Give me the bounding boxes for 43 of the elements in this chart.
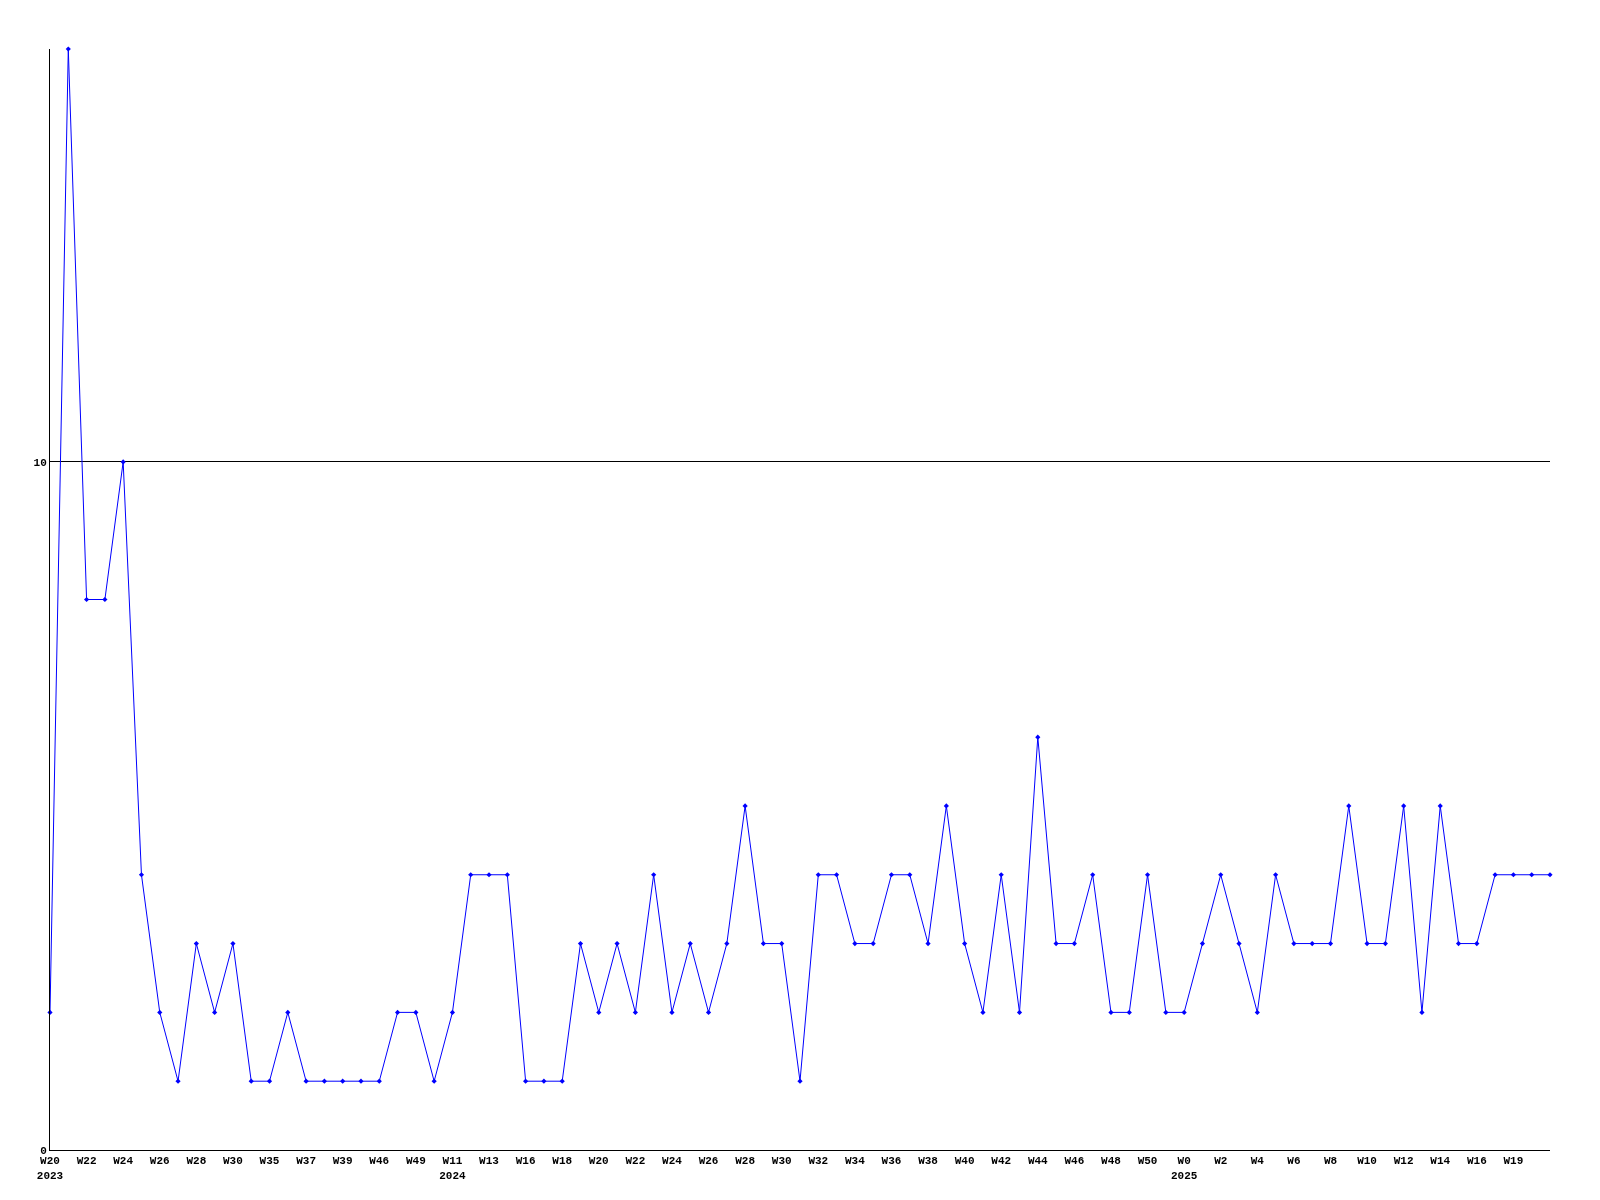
x-tick-label: W42 [991, 1155, 1012, 1168]
x-tick-label: W22 [625, 1155, 646, 1168]
x-tick-label: W20 2023 [36, 1155, 64, 1182]
x-tick-label: W18 [552, 1155, 573, 1168]
x-tick-label: W0 2025 [1170, 1155, 1198, 1182]
x-tick-label: W39 [332, 1155, 353, 1168]
x-tick-label: W13 [479, 1155, 500, 1168]
x-tick-label: W19 [1503, 1155, 1524, 1168]
x-tick-label: W10 [1357, 1155, 1377, 1168]
x-tick-label: W8 [1323, 1155, 1338, 1168]
x-tick-label: W35 [259, 1155, 280, 1168]
x-tick-label: W6 [1287, 1155, 1301, 1168]
x-tick-label: W32 [808, 1155, 829, 1168]
y-tick-label: 10 [33, 456, 47, 469]
x-tick-label: W30 [223, 1155, 243, 1168]
x-tick-label: W26 [698, 1155, 719, 1168]
x-tick-label: W24 [662, 1155, 683, 1168]
x-tick-label: W11 2024 [439, 1155, 467, 1182]
x-tick-label: W4 [1250, 1155, 1265, 1168]
x-tick-label: W48 [1101, 1155, 1122, 1168]
x-tick-label: W30 [771, 1155, 792, 1168]
x-tick-label: W26 [149, 1155, 170, 1168]
x-tick-label: W49 [405, 1155, 426, 1168]
y-tick-label: 0 [40, 1144, 47, 1157]
x-tick-label: W36 [881, 1155, 902, 1168]
x-tick-label: W46 [1064, 1155, 1085, 1168]
x-tick-label: W16 [515, 1155, 536, 1168]
x-tick-label: W37 [296, 1155, 317, 1168]
x-tick-label: W16 [1466, 1155, 1487, 1168]
x-tick-label: W28 [186, 1155, 207, 1168]
x-tick-label: W40 [954, 1155, 975, 1168]
x-tick-label: W34 [844, 1155, 866, 1168]
x-tick-label: W20 [588, 1155, 609, 1168]
x-tick-label: W14 [1430, 1155, 1451, 1168]
x-tick-label: W22 [76, 1155, 97, 1168]
x-tick-label: W28 [735, 1155, 756, 1168]
x-tick-label: W2 [1214, 1155, 1228, 1168]
x-tick-label: W12 [1393, 1155, 1414, 1168]
x-tick-label: W44 [1027, 1155, 1049, 1168]
x-tick-label: W24 [113, 1155, 134, 1168]
x-tick-label: W38 [918, 1155, 939, 1168]
x-tick-label: W50 [1137, 1155, 1158, 1168]
x-tick-label: W46 [369, 1155, 390, 1168]
